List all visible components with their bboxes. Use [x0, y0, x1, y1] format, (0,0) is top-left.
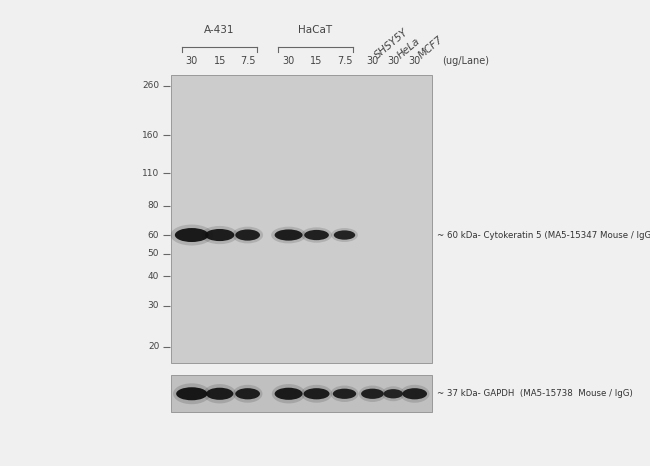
Text: 30: 30	[186, 55, 198, 66]
Ellipse shape	[334, 230, 355, 240]
Ellipse shape	[274, 388, 303, 400]
Ellipse shape	[235, 229, 260, 240]
Text: 260: 260	[142, 81, 159, 90]
Text: 30: 30	[387, 55, 399, 66]
Text: 30: 30	[283, 55, 294, 66]
Ellipse shape	[206, 388, 233, 400]
Ellipse shape	[402, 388, 427, 399]
Text: 30: 30	[148, 301, 159, 310]
Ellipse shape	[203, 384, 236, 404]
Text: 15: 15	[310, 55, 323, 66]
Text: 50: 50	[148, 249, 159, 258]
Text: 30: 30	[409, 55, 421, 66]
Text: HeLa: HeLa	[395, 36, 422, 61]
Ellipse shape	[382, 386, 405, 401]
Text: 20: 20	[148, 343, 159, 351]
Ellipse shape	[304, 388, 330, 399]
Ellipse shape	[361, 389, 384, 399]
Text: 80: 80	[148, 201, 159, 210]
Text: 7.5: 7.5	[337, 55, 352, 66]
Text: 160: 160	[142, 130, 159, 140]
Ellipse shape	[170, 225, 213, 246]
Ellipse shape	[301, 385, 332, 403]
Text: 15: 15	[213, 55, 226, 66]
Ellipse shape	[175, 228, 209, 242]
Ellipse shape	[301, 227, 332, 243]
Ellipse shape	[333, 389, 356, 399]
Ellipse shape	[304, 230, 329, 240]
Ellipse shape	[330, 385, 359, 402]
Ellipse shape	[400, 385, 430, 403]
Text: MCF7: MCF7	[417, 34, 445, 61]
Ellipse shape	[272, 384, 306, 404]
Ellipse shape	[233, 385, 263, 403]
Bar	[171, 75, 432, 363]
Ellipse shape	[235, 388, 260, 399]
Text: 30: 30	[367, 55, 378, 66]
Text: ~ 37 kDa- GAPDH  (MA5-15738  Mouse / IgG): ~ 37 kDa- GAPDH (MA5-15738 Mouse / IgG)	[437, 389, 632, 398]
Text: A-431: A-431	[204, 25, 234, 35]
Text: SHSY5Y: SHSY5Y	[372, 27, 410, 61]
Ellipse shape	[232, 226, 263, 243]
Text: 60: 60	[148, 231, 159, 240]
Ellipse shape	[173, 384, 211, 404]
Ellipse shape	[359, 385, 386, 402]
Ellipse shape	[202, 226, 238, 244]
Ellipse shape	[205, 229, 235, 241]
Text: 40: 40	[148, 272, 159, 281]
Ellipse shape	[274, 229, 303, 240]
Ellipse shape	[384, 389, 403, 398]
Ellipse shape	[271, 226, 306, 243]
Text: (ug/Lane): (ug/Lane)	[442, 55, 489, 66]
Bar	[171, 375, 432, 412]
Text: ~ 60 kDa- Cytokeratin 5 (MA5-15347 Mouse / IgG1): ~ 60 kDa- Cytokeratin 5 (MA5-15347 Mouse…	[437, 231, 650, 240]
Ellipse shape	[331, 228, 358, 242]
Text: 110: 110	[142, 169, 159, 178]
Ellipse shape	[176, 387, 207, 400]
Text: 7.5: 7.5	[240, 55, 255, 66]
Text: HaCaT: HaCaT	[298, 25, 332, 35]
